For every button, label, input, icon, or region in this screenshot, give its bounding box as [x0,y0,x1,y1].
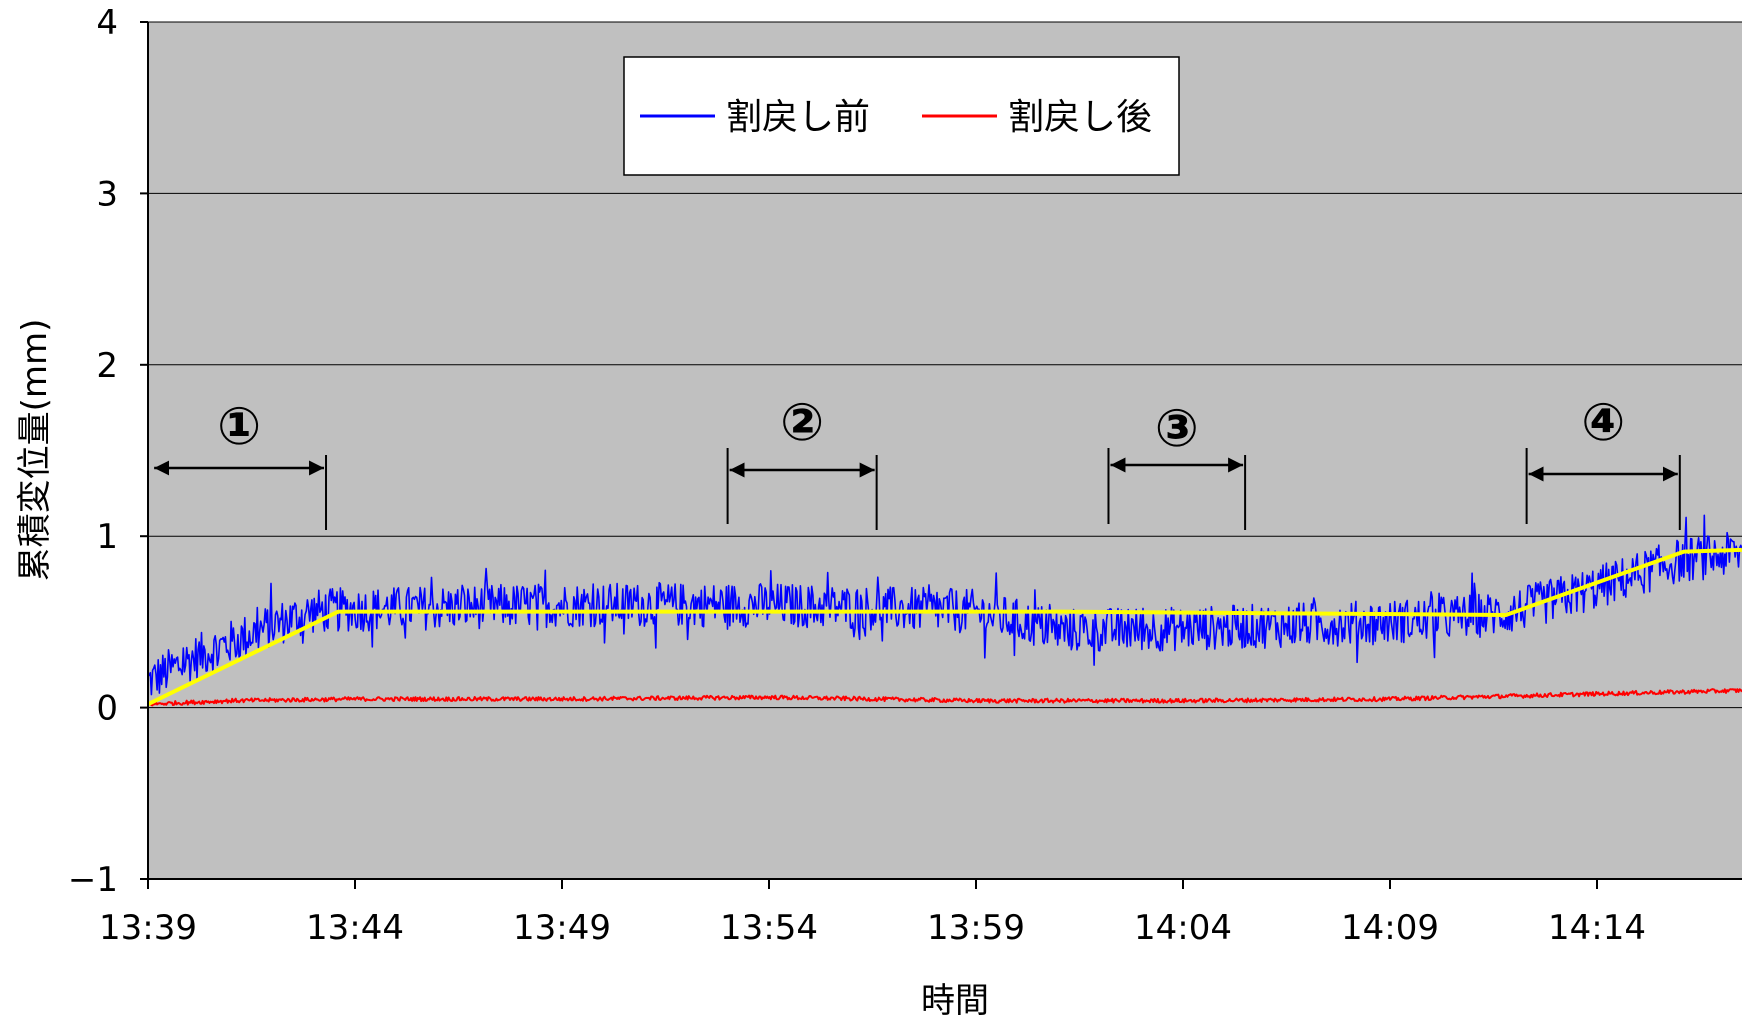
y-tick-label: 3 [96,174,118,214]
y-tick-label: 0 [96,689,118,729]
legend-label-after: 割戻し後 [1008,97,1152,138]
x-tick-label: 13:44 [306,908,404,948]
x-tick-label: 13:54 [720,908,818,948]
x-tick-label: 13:59 [927,908,1025,948]
y-tick-label: 4 [96,3,118,43]
x-tick-label: 14:14 [1548,908,1646,948]
series-line-before [147,514,1742,696]
x-ticks: 13:39 13:44 13:49 13:54 13:59 14:04 14:09 14:14 [99,879,1646,948]
legend: 割戻し前 割戻し後 [623,56,1180,176]
x-tick-label: 13:49 [513,908,611,948]
phase-label: ② [780,393,824,453]
phase-label: ① [217,397,261,457]
x-axis-title: 時間 [921,981,989,1021]
series-layer [147,514,1742,707]
y-tick-label: −1 [68,860,118,900]
legend-box [623,56,1180,176]
y-tick-label: 2 [96,346,118,386]
x-tick-label: 13:39 [99,908,197,948]
phase-label: ③ [1155,399,1199,459]
trend-line [147,547,1742,706]
x-tick-label: 14:09 [1341,908,1439,948]
series-line-after [147,688,1742,707]
x-tick-label: 14:04 [1134,908,1232,948]
legend-label-before: 割戻し前 [726,97,870,138]
y-ticks: −1 0 1 2 3 4 [68,3,148,900]
y-axis-title: 累積変位量(mm) [15,319,55,582]
y-tick-label: 1 [96,517,118,557]
phase-label: ④ [1581,393,1625,453]
grid-lines [148,21,1742,709]
phase-annotations: ① ② ③ ④ [154,393,1681,530]
